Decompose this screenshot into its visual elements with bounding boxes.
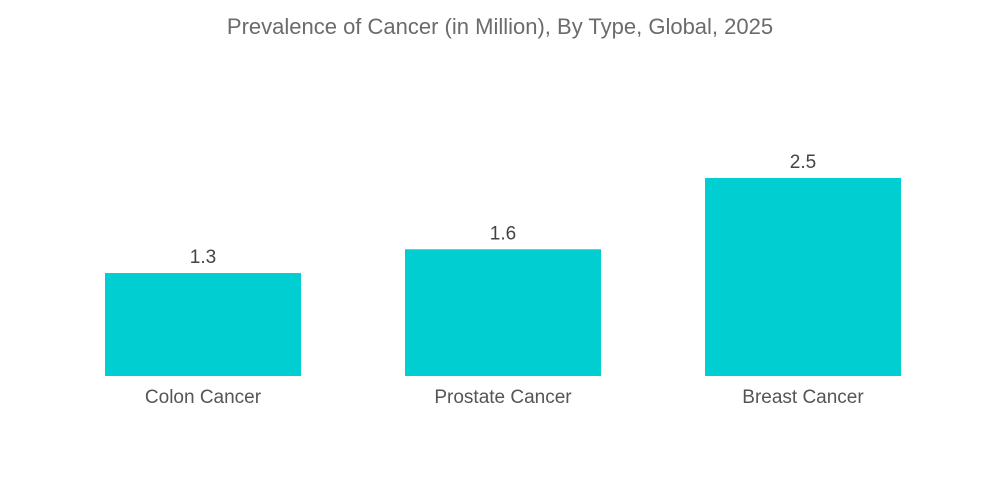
bar-colon-cancer [105, 273, 301, 376]
bar-breast-cancer [705, 178, 901, 376]
category-label-colon-cancer: Colon Cancer [145, 387, 262, 408]
chart-title: Prevalence of Cancer (in Million), By Ty… [226, 14, 774, 39]
category-label-breast-cancer: Breast Cancer [742, 387, 864, 408]
data-label-colon-cancer: 1.3 [190, 247, 216, 268]
bar-prostate-cancer [405, 249, 601, 376]
data-label-breast-cancer: 2.5 [790, 152, 816, 173]
data-label-prostate-cancer: 1.6 [490, 223, 516, 244]
category-label-prostate-cancer: Prostate Cancer [434, 387, 572, 408]
